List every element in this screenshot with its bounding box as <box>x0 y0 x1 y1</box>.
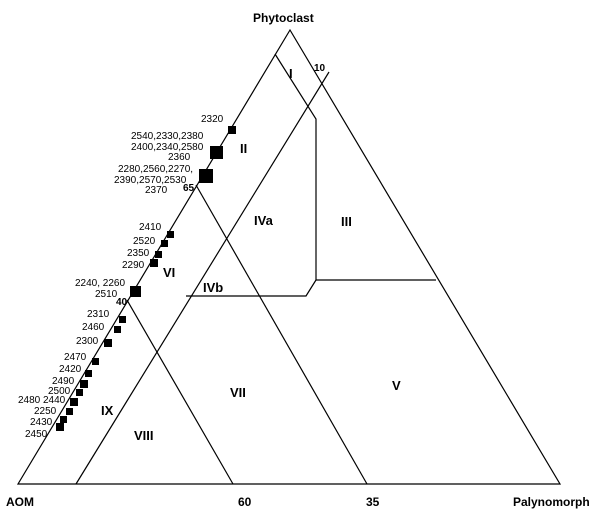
sample-marker <box>80 380 88 388</box>
sample-marker <box>199 169 213 183</box>
left-tick-40: 40 <box>116 297 128 308</box>
sample-marker <box>150 259 158 267</box>
sample-label: 2430 <box>30 417 53 428</box>
field-III: III <box>341 214 352 229</box>
sample-label: 2280,2560,2270, <box>118 164 193 175</box>
sample-marker <box>85 370 92 377</box>
field-VIII: VIII <box>134 428 154 443</box>
sample-label: 2490 <box>52 376 75 387</box>
outer-triangle <box>16 28 562 485</box>
sample-label: 2470 <box>64 352 87 363</box>
sample-label: 2320 <box>201 114 224 125</box>
sample-label: 2350 <box>127 248 150 259</box>
base-tick-60: 60 <box>238 495 252 509</box>
field-I: I <box>289 66 293 81</box>
boundary-ivb-box <box>186 279 317 297</box>
sample-labels: 2320 2540,2330,2380 2400,2340,2580 2360 … <box>18 114 224 440</box>
boundary-amorphous-right <box>75 71 330 485</box>
sample-label: 2370 <box>145 185 168 196</box>
sample-label: 2540,2330,2380 <box>131 131 204 142</box>
corner-label-left: AOM <box>6 495 34 509</box>
boundary-40-line <box>126 299 234 485</box>
sample-label: 2440 <box>43 395 66 406</box>
sample-markers <box>56 126 236 431</box>
sample-label: 2520 <box>133 236 156 247</box>
sample-marker <box>66 408 73 415</box>
sample-marker <box>56 423 64 431</box>
sample-marker <box>167 231 174 238</box>
sample-marker <box>60 416 67 423</box>
field-IVb: IVb <box>203 280 223 295</box>
sample-label: 2290 <box>122 260 145 271</box>
sample-marker <box>210 146 223 159</box>
sample-label: 2500 <box>48 386 71 397</box>
field-V: V <box>392 378 401 393</box>
sample-label: 2420 <box>59 364 82 375</box>
sample-label: 2410 <box>139 222 162 233</box>
boundary-65-line <box>195 184 368 485</box>
sample-marker <box>119 316 126 323</box>
sample-marker <box>161 240 168 247</box>
sample-marker <box>104 339 112 347</box>
sample-label: 2310 <box>87 309 110 320</box>
sample-label: 2450 <box>25 429 48 440</box>
sample-label: 2390,2570,2530 <box>114 175 187 186</box>
sample-label: 2250 <box>34 406 57 417</box>
sample-marker <box>130 286 141 297</box>
sample-marker <box>228 126 236 134</box>
sample-marker <box>155 251 162 258</box>
field-VI: VI <box>163 265 175 280</box>
sample-label: 2300 <box>76 336 99 347</box>
sample-label: 2400,2340,2580 <box>131 142 204 153</box>
field-VII: VII <box>230 385 246 400</box>
left-tick-65: 65 <box>183 183 195 194</box>
sample-label: 2460 <box>82 322 105 333</box>
sample-marker <box>76 389 83 396</box>
corner-label-right: Palynomorph <box>513 495 590 509</box>
sample-marker <box>114 326 121 333</box>
right-tick-10: 10 <box>314 63 326 74</box>
sample-label: 2480 <box>18 395 41 406</box>
field-IX: IX <box>101 403 114 418</box>
sample-label: 2240, 2260 <box>75 278 125 289</box>
sample-marker <box>70 398 78 406</box>
boundary-10pct-line <box>274 53 436 281</box>
sample-label: 2510 <box>95 289 118 300</box>
field-IVa: IVa <box>254 213 274 228</box>
sample-marker <box>92 358 99 365</box>
base-tick-35: 35 <box>366 495 380 509</box>
corner-label-top: Phytoclast <box>253 11 314 25</box>
sample-label: 2360 <box>168 152 191 163</box>
field-II: II <box>240 141 247 156</box>
